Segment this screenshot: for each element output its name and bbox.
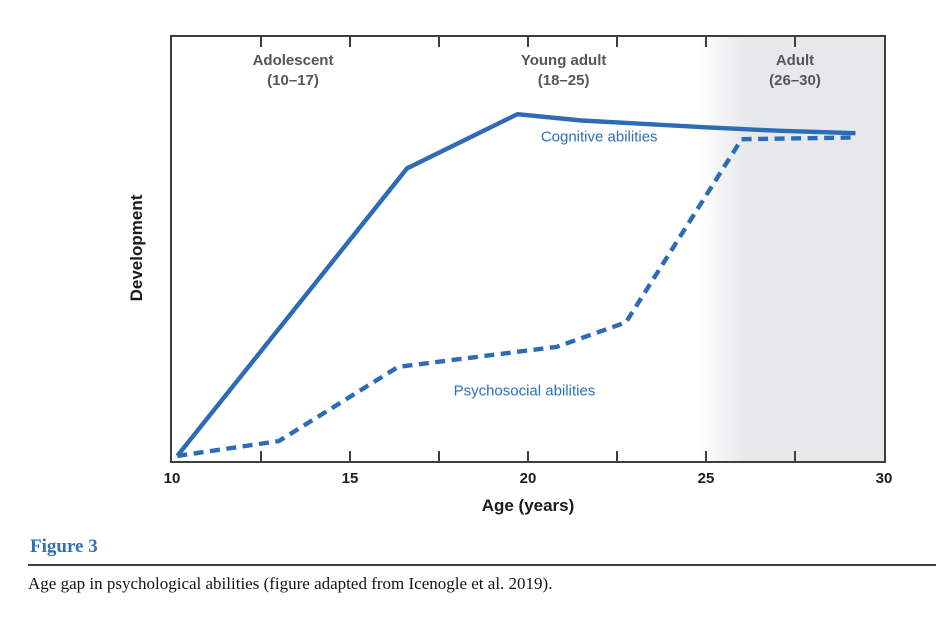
region-label-line1: Adult xyxy=(775,52,815,69)
x-axis-label: Age (years) xyxy=(481,496,575,515)
region-adult-shading xyxy=(698,37,884,461)
series-label-psychosocial: Psychosocial abilities xyxy=(453,382,596,400)
y-axis-label: Development xyxy=(127,194,146,302)
region-label-adult: Adult (26–30) xyxy=(769,51,821,91)
region-label-line2: (26–30) xyxy=(769,72,821,89)
series-line-psychosocial xyxy=(176,135,856,459)
figure-caption: Age gap in psychological abilities (figu… xyxy=(28,574,553,593)
x-tick-labels: 10 15 20 25 30 xyxy=(164,470,893,490)
x-tick-label: 25 xyxy=(697,470,715,487)
region-label-adolescent: Adolescent (10–17) xyxy=(253,51,334,91)
region-label-young-adult: Young adult (18–25) xyxy=(521,51,607,91)
region-label-line2: (10–17) xyxy=(267,72,319,89)
series-line-cognitive xyxy=(175,111,856,458)
plot-area: Adolescent (10–17) Young adult (18–25) A… xyxy=(172,37,884,461)
caption-rule xyxy=(28,564,936,566)
region-label-line1: Adolescent xyxy=(252,52,334,69)
x-tick-label: 20 xyxy=(519,470,537,487)
x-tick-label: 15 xyxy=(341,470,359,487)
plot-frame: Adolescent (10–17) Young adult (18–25) A… xyxy=(170,35,886,463)
series-label-cognitive: Cognitive abilities xyxy=(540,128,658,146)
plot-svg xyxy=(175,37,856,461)
region-label-line2: (18–25) xyxy=(537,72,590,89)
region-label-line1: Young adult xyxy=(520,52,607,69)
x-tick-label: 10 xyxy=(163,470,181,487)
axis-ticks xyxy=(260,37,796,461)
figure-label: Figure 3 xyxy=(30,536,98,557)
x-tick-label: 30 xyxy=(875,470,893,487)
